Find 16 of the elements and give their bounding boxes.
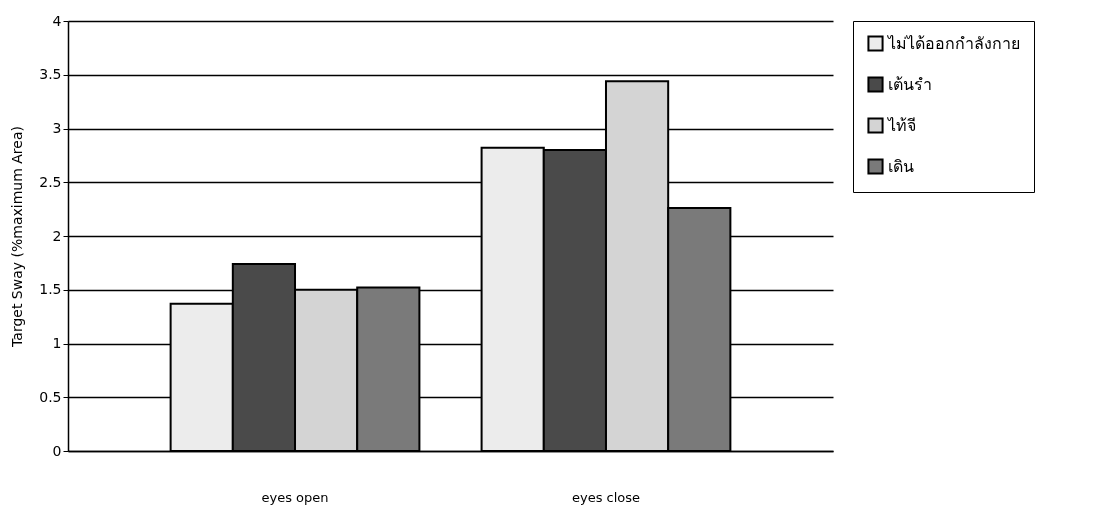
x-tick-label: eyes close — [571, 489, 641, 505]
legend-label: เต้นรำ — [888, 74, 932, 94]
legend-label: เดิน — [888, 156, 914, 176]
y-tick-label: 0 — [52, 442, 62, 459]
x-tick-label: eyes open — [261, 489, 329, 505]
y-tick-label: 4 — [52, 12, 62, 29]
y-tick-label: 1.5 — [39, 281, 62, 298]
y-tick-label: 3 — [52, 120, 62, 136]
y-tick-label: 1 — [52, 335, 62, 351]
y-tick-label: 2.5 — [39, 173, 62, 190]
y-tick-label: 3.5 — [39, 66, 62, 83]
legend-label: ไม่ได้ออกกำลังกาย — [886, 33, 1020, 53]
legend-label: ไท้จี — [886, 115, 916, 135]
y-axis-title: Target Sway (%maximum Area) — [9, 126, 26, 348]
y-tick-label: 2 — [52, 227, 62, 244]
y-tick-label: 0.5 — [39, 388, 62, 405]
